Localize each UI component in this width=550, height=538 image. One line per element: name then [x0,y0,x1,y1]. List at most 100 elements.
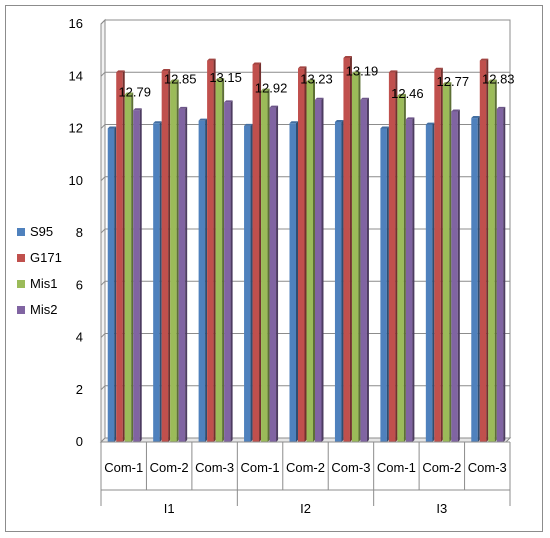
y-tick-label: 16 [69,16,83,31]
bar-s95 [334,119,344,442]
bar-s95 [471,116,480,443]
bar-g171 [116,70,125,443]
bar-top [496,106,506,109]
bar-side [185,106,188,442]
gridline [100,228,510,234]
bar-front [124,94,132,442]
bar-top [215,78,225,81]
legend-label: S95 [30,224,53,239]
x-tick-label: Com-3 [468,460,507,475]
bar-side [168,69,171,443]
bar-side [366,97,369,442]
bar-front [405,119,413,442]
bar-side [296,121,298,443]
bar-front [380,128,387,442]
bar-front [298,68,305,442]
bar-top [488,79,497,82]
data-label: 13.15 [209,70,242,85]
bar-side [114,126,117,442]
bar-mis1 [170,79,179,442]
bar-front [479,60,487,442]
bar-mis1 [351,71,361,442]
bar-top [107,126,117,129]
bar-side [313,79,315,442]
data-label: 12.46 [391,86,424,101]
bar-front [252,64,260,443]
bar-s95 [380,126,389,442]
y-tick-label: 2 [76,382,83,397]
bar-top [471,116,480,119]
bar-front [170,81,177,442]
bar-mis2 [269,105,279,442]
bar-top [224,100,233,103]
x-tick-label: Com-2 [150,460,189,475]
gridline [100,19,510,25]
bar-top [207,58,216,61]
bar-front [425,124,433,443]
bar-mis1 [261,88,270,443]
bar-front [397,95,404,442]
y-tick-label: 14 [69,68,83,83]
bar-side [276,105,279,442]
bar-front [351,73,359,442]
bar-front [434,69,441,442]
bar-top [451,109,460,112]
bar-mis2 [178,106,188,442]
bar-side [449,82,452,443]
y-tick-label: 4 [76,330,83,345]
bar-top [298,66,307,69]
legend-label: Mis1 [30,276,57,291]
bar-side [403,93,406,442]
bar-front [198,120,206,442]
bar-top [133,108,142,111]
bar-side [395,70,398,443]
bar-front [488,81,495,442]
bar-side [457,109,460,443]
bar-mis2 [133,108,142,443]
bar-side [159,121,162,443]
bar-side [412,117,415,442]
bar-top [425,122,435,125]
y-tick-label: 8 [76,225,83,240]
bar-front [153,123,160,443]
bar-top [343,55,352,58]
bar-g171 [388,70,398,443]
bar-side [222,78,225,442]
y-tick-label: 12 [69,121,83,136]
bar-g171 [252,62,262,443]
bar-top [405,117,415,120]
bar-side [259,62,262,443]
bar-top [442,82,452,85]
gridline [100,71,510,77]
gridline [100,333,510,338]
bar-mis2 [224,100,233,442]
bar-front [343,57,350,443]
bar-side [477,116,480,443]
bar-top [397,93,406,96]
x-tick-label: Com-2 [422,460,461,475]
bar-front [315,99,322,442]
bar-side [131,92,134,442]
bar-g171 [479,58,489,442]
bar-side [494,79,497,442]
bar-front [269,107,277,442]
bar-side [205,118,208,442]
gridline [100,176,510,182]
bar-front [244,125,251,442]
data-label: 12.85 [164,71,197,86]
legend-item-g171: G171 [17,250,62,265]
bar-top [170,79,179,82]
bar-top [388,70,398,73]
bar-top [334,119,344,122]
bar-front [360,99,367,442]
bar-top [306,79,315,82]
bar-top [116,70,125,73]
bar-s95 [107,126,117,442]
bar-mis1 [442,82,452,443]
bar-top [244,123,253,126]
y-tick-label: 0 [76,434,83,449]
data-label: 12.77 [437,74,470,89]
x-group-label: I2 [300,501,311,516]
gridline [100,124,510,129]
data-label: 12.79 [118,85,151,100]
